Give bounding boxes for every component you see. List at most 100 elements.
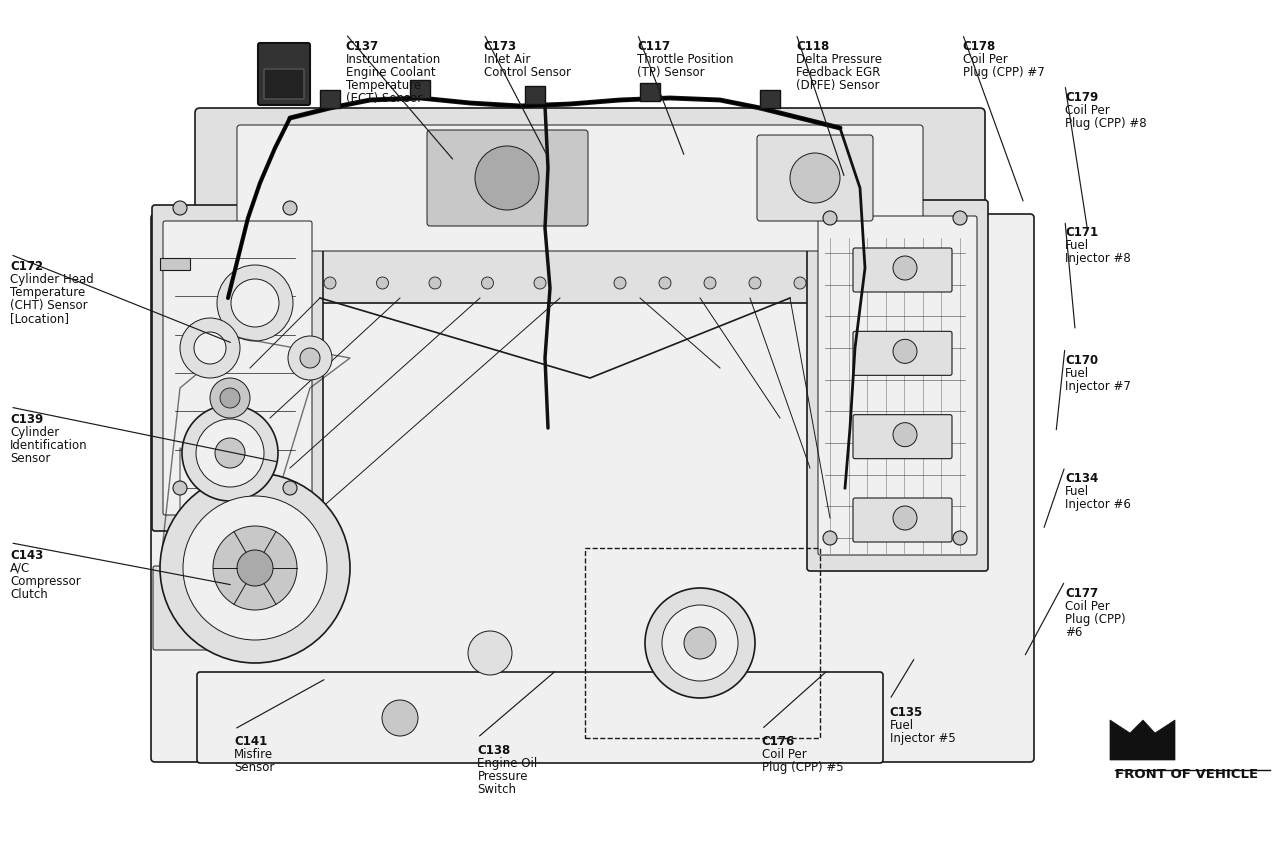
Text: Plug (CPP): Plug (CPP) bbox=[1065, 613, 1125, 626]
Circle shape bbox=[300, 348, 320, 368]
FancyBboxPatch shape bbox=[264, 69, 305, 99]
Text: Clutch: Clutch bbox=[10, 588, 47, 600]
Circle shape bbox=[212, 526, 297, 610]
Text: Feedback EGR: Feedback EGR bbox=[796, 66, 881, 79]
Circle shape bbox=[893, 422, 916, 447]
FancyBboxPatch shape bbox=[151, 214, 1034, 762]
Text: C141: C141 bbox=[234, 735, 268, 748]
Text: C170: C170 bbox=[1065, 354, 1098, 366]
Circle shape bbox=[823, 531, 837, 545]
FancyBboxPatch shape bbox=[806, 200, 988, 571]
Circle shape bbox=[659, 277, 671, 289]
FancyBboxPatch shape bbox=[852, 248, 952, 292]
Text: FRONT OF VEHICLE: FRONT OF VEHICLE bbox=[1115, 768, 1258, 781]
Text: C134: C134 bbox=[1065, 472, 1098, 485]
Circle shape bbox=[954, 531, 966, 545]
Text: C117: C117 bbox=[637, 40, 671, 53]
Circle shape bbox=[218, 265, 293, 341]
Text: C171: C171 bbox=[1065, 226, 1098, 239]
Text: C177: C177 bbox=[1065, 587, 1098, 600]
Circle shape bbox=[324, 277, 335, 289]
Text: Coil Per: Coil Per bbox=[1065, 103, 1110, 117]
Circle shape bbox=[790, 153, 840, 203]
FancyBboxPatch shape bbox=[818, 216, 977, 555]
Text: A/C: A/C bbox=[10, 561, 31, 575]
FancyBboxPatch shape bbox=[428, 130, 588, 226]
Text: Sensor: Sensor bbox=[234, 762, 275, 774]
Circle shape bbox=[794, 277, 806, 289]
Text: Fuel: Fuel bbox=[890, 718, 914, 732]
Text: C135: C135 bbox=[890, 706, 923, 718]
Bar bbox=[320, 90, 340, 108]
FancyBboxPatch shape bbox=[756, 135, 873, 221]
Circle shape bbox=[823, 211, 837, 225]
Text: Instrumentation: Instrumentation bbox=[346, 53, 440, 66]
Text: C139: C139 bbox=[10, 413, 44, 426]
Text: Pressure: Pressure bbox=[477, 770, 527, 783]
Circle shape bbox=[954, 211, 966, 225]
Circle shape bbox=[376, 277, 389, 289]
Text: Injector #5: Injector #5 bbox=[890, 732, 955, 745]
Circle shape bbox=[468, 631, 512, 675]
Text: C143: C143 bbox=[10, 549, 44, 561]
FancyBboxPatch shape bbox=[852, 332, 952, 376]
FancyBboxPatch shape bbox=[852, 415, 952, 459]
FancyBboxPatch shape bbox=[197, 672, 883, 763]
Text: Engine Oil: Engine Oil bbox=[477, 756, 538, 770]
Circle shape bbox=[283, 201, 297, 215]
Text: Coil Per: Coil Per bbox=[762, 748, 806, 762]
Text: [Location]: [Location] bbox=[10, 312, 69, 326]
Text: Inlet Air: Inlet Air bbox=[484, 53, 530, 66]
Circle shape bbox=[196, 419, 264, 487]
Text: Switch: Switch bbox=[477, 783, 516, 795]
Bar bbox=[525, 86, 545, 104]
Text: Engine Coolant: Engine Coolant bbox=[346, 66, 435, 79]
Text: Injector #7: Injector #7 bbox=[1065, 380, 1130, 393]
Text: Injector #6: Injector #6 bbox=[1065, 499, 1130, 511]
FancyBboxPatch shape bbox=[152, 205, 323, 531]
Circle shape bbox=[288, 336, 332, 380]
Circle shape bbox=[237, 550, 273, 586]
Circle shape bbox=[215, 438, 244, 468]
Text: Injector #8: Injector #8 bbox=[1065, 253, 1130, 265]
Circle shape bbox=[381, 700, 419, 736]
Bar bbox=[410, 80, 430, 98]
Text: Control Sensor: Control Sensor bbox=[484, 66, 571, 79]
Bar bbox=[585, 548, 820, 738]
Text: Plug (CPP) #5: Plug (CPP) #5 bbox=[762, 762, 844, 774]
Circle shape bbox=[645, 588, 755, 698]
Text: Fuel: Fuel bbox=[1065, 239, 1089, 253]
FancyBboxPatch shape bbox=[259, 43, 310, 105]
Bar bbox=[160, 258, 189, 270]
Circle shape bbox=[220, 388, 241, 408]
Text: C178: C178 bbox=[963, 40, 996, 53]
Text: (ECT) Sensor: (ECT) Sensor bbox=[346, 92, 422, 105]
Text: Compressor: Compressor bbox=[10, 575, 81, 588]
Text: Delta Pressure: Delta Pressure bbox=[796, 53, 882, 66]
Circle shape bbox=[614, 277, 626, 289]
Circle shape bbox=[429, 277, 442, 289]
Circle shape bbox=[893, 339, 916, 363]
Circle shape bbox=[182, 405, 278, 501]
Circle shape bbox=[749, 277, 762, 289]
Text: Cylinder Head: Cylinder Head bbox=[10, 273, 93, 287]
Text: Identification: Identification bbox=[10, 439, 88, 452]
Circle shape bbox=[160, 473, 349, 663]
Text: C138: C138 bbox=[477, 744, 511, 756]
Circle shape bbox=[893, 256, 916, 280]
Text: (TP) Sensor: (TP) Sensor bbox=[637, 66, 705, 79]
Circle shape bbox=[173, 481, 187, 495]
Text: Temperature: Temperature bbox=[10, 287, 86, 299]
Circle shape bbox=[183, 496, 326, 640]
FancyBboxPatch shape bbox=[163, 221, 312, 515]
Text: (DPFE) Sensor: (DPFE) Sensor bbox=[796, 79, 879, 92]
FancyBboxPatch shape bbox=[237, 125, 923, 251]
FancyBboxPatch shape bbox=[154, 566, 221, 650]
FancyBboxPatch shape bbox=[852, 498, 952, 542]
Circle shape bbox=[173, 201, 187, 215]
Circle shape bbox=[475, 146, 539, 210]
Text: C118: C118 bbox=[796, 40, 829, 53]
Circle shape bbox=[210, 378, 250, 418]
Text: #6: #6 bbox=[1065, 626, 1083, 639]
Text: C179: C179 bbox=[1065, 91, 1098, 103]
